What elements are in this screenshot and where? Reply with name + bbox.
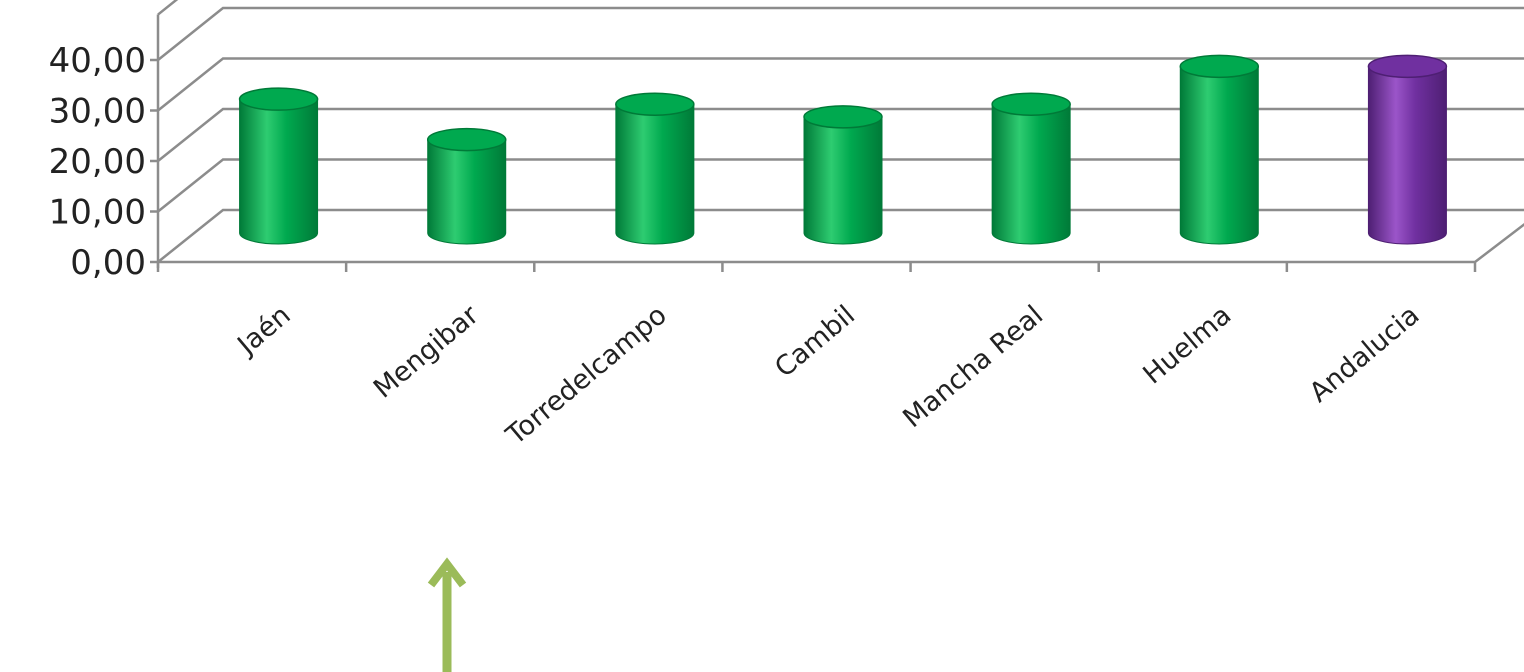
y-tick-label: 0,00: [70, 243, 146, 283]
bar-body: [803, 116, 883, 245]
bar-top-cap: [426, 127, 507, 152]
bar-cambil: [803, 105, 883, 245]
x-category-label: Jaén: [231, 300, 297, 362]
bar-body: [1179, 65, 1259, 245]
gridline: [157, 208, 1524, 263]
bar-body: [239, 98, 319, 245]
gridline: [157, 6, 1524, 61]
bar-body: [427, 139, 507, 245]
x-category-label: Mengibar: [368, 299, 485, 405]
x-axis-category-labels: Jaén Mengibar Torredelcampo Cambil Mancha Re…: [231, 299, 1426, 452]
bar-top-cap: [991, 92, 1071, 116]
bar-jaén: [238, 87, 319, 245]
bar-mancha-real: [991, 92, 1071, 245]
y-tick-label: 40,00: [49, 41, 146, 81]
y-tick-label: 10,00: [49, 193, 146, 233]
bar-huelma: [1179, 54, 1260, 245]
bar-body: [615, 103, 695, 245]
x-category-label: Andalucia: [1304, 300, 1426, 409]
x-category-label: Mancha Real: [897, 300, 1049, 434]
gridline: [157, 57, 1524, 112]
bar-top-cap: [238, 87, 319, 111]
bar-torredelcampo: [615, 92, 695, 245]
x-category-label: Torredelcampo: [500, 300, 673, 452]
bar-mengibar: [426, 127, 507, 245]
bar-top-cap: [803, 105, 883, 129]
bar-andalucia: [1367, 54, 1448, 245]
bar-top-cap: [1179, 54, 1260, 79]
x-category-label: Cambil: [769, 300, 861, 384]
bar-top-cap: [1367, 54, 1448, 79]
bar-series: [238, 54, 1448, 245]
bar-body: [1367, 65, 1447, 245]
gridline: [157, 158, 1524, 213]
x-category-label: Huelma: [1137, 300, 1237, 391]
gridline: [157, 107, 1524, 162]
y-tick-label: 30,00: [49, 92, 146, 132]
bar-body: [991, 103, 1071, 245]
bar-top-cap: [615, 92, 695, 116]
y-tick-label: 20,00: [49, 142, 146, 182]
y-axis-tick-labels: 0,00 10,00 20,00 30,00 40,00: [49, 41, 1477, 283]
up-arrow-head-icon: [427, 557, 467, 588]
annotation-arrow-group: [427, 557, 467, 672]
